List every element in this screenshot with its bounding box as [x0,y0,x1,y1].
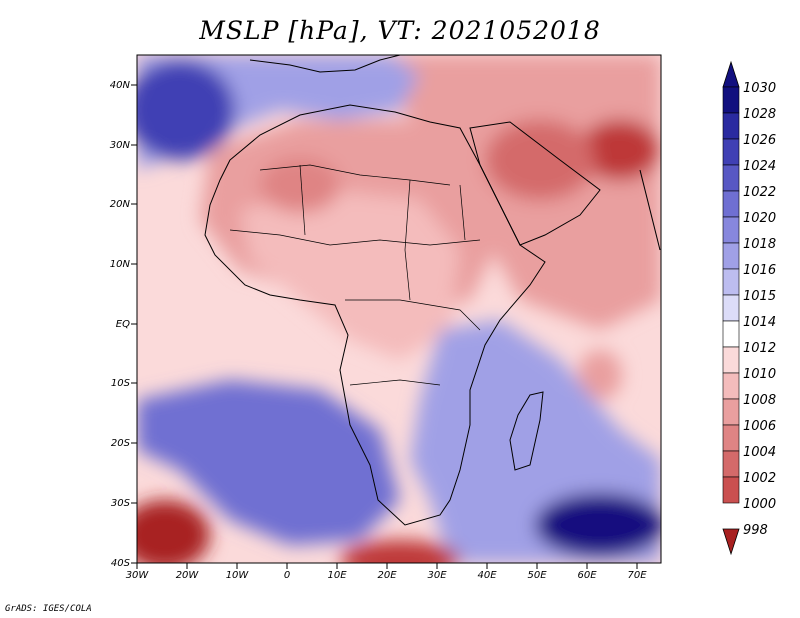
colorbar-swatch [722,112,740,140]
colorbar: 1030 1028 1026 1024 1022 1020 1018 1016 … [722,60,776,556]
colorbar-label: 1024 [743,159,776,174]
y-tick-label: 20S [111,438,131,449]
x-tick-label: 0 [284,570,290,581]
europe-coastline [249,55,401,73]
field-south-atlantic-high [137,380,400,545]
colorbar-top-arrow [722,60,740,88]
colorbar-swatch [722,216,740,244]
field-cape-low [340,540,460,563]
arabia-coastline [469,121,601,246]
border-sahel [229,229,481,246]
x-tick-label: 60E [577,570,597,581]
colorbar-label: 1028 [743,107,776,122]
colorbar-swatch [722,346,740,374]
colorbar-swatch [722,320,740,348]
field-southwest-low [137,500,210,563]
x-tick-label: 40E [477,570,497,581]
colorbar-swatch [722,164,740,192]
colorbar-swatch [722,268,740,296]
field-sahel-low [260,157,340,213]
border-vertical-east [459,184,466,241]
colorbar-label: 1015 [743,289,776,304]
x-tick-label: 30W [126,570,150,581]
colorbar-label: 1008 [743,393,776,408]
coastlines [204,55,661,526]
colorbar-label: 1026 [743,133,776,148]
colorbar-swatch [722,372,740,400]
india-coastline [639,169,661,251]
colorbar-label: 1022 [743,185,776,200]
y-tick-label: 20N [110,199,131,210]
colorbar-swatch [722,450,740,478]
credit-text: GrADS: IGES/COLA [5,604,92,614]
field-atlantic-high [137,60,235,160]
plot-frame [136,54,662,564]
x-tick-label: 20W [176,570,200,581]
field-indian-ocean-high [535,493,661,557]
colorbar-label: 1002 [743,471,776,486]
y-tick-label: 30S [111,498,131,509]
field-mideast-low [485,120,595,200]
colorbar-label: 1030 [743,81,776,96]
y-axis: 40N 30N 20N 10N EQ 10S 20S 30S 40S [110,80,137,569]
y-tick-label: 30N [110,140,131,151]
field-indian-ocean-trough [578,350,622,400]
x-tick-label: 20E [377,570,397,581]
colorbar-swatch [722,398,740,426]
africa-coastline [204,104,546,526]
x-tick-label: 10W [226,570,250,581]
chart-title: MSLP [hPa], VT: 2021052018 [199,16,601,45]
y-tick-label: EQ [116,319,130,330]
x-tick-label: 30E [427,570,447,581]
border-north [259,164,451,186]
colorbar-swatch [722,424,740,452]
colorbar-label: 1006 [743,419,776,434]
x-tick-label: 50E [527,570,547,581]
field-central-africa [240,190,460,360]
y-tick-label: 10N [110,259,131,270]
colorbar-label: 1016 [743,263,776,278]
colorbar-label: 1020 [743,211,776,226]
colorbar-label: 1004 [743,445,776,460]
borders [229,164,481,386]
colorbar-swatch [722,138,740,166]
colorbar-swatch [722,86,740,114]
colorbar-swatch [722,294,740,322]
colorbar-label: 998 [743,523,768,538]
colorbar-swatch [722,476,740,504]
colorbar-label: 1010 [743,367,776,382]
colorbar-swatch [722,242,740,270]
y-tick-label: 10S [111,378,131,389]
y-tick-label: 40S [111,558,131,569]
colorbar-label: 1014 [743,315,776,330]
x-tick-label: 10E [327,570,347,581]
border-south [349,379,441,386]
colorbar-swatch [722,190,740,218]
x-tick-label: 70E [627,570,647,581]
pressure-field [137,55,661,563]
y-tick-label: 40N [110,80,131,91]
border-central [345,299,481,331]
colorbar-label: 1000 [743,497,776,512]
border-vertical-center [404,179,411,301]
x-axis: 30W 20W 10W 0 10E 20E 30E 40E 50E 60E 70… [126,563,647,581]
field-iran-low [580,120,660,180]
border-vertical-west [299,164,306,236]
madagascar-coastline [509,391,544,471]
colorbar-label: 1018 [743,237,776,252]
colorbar-bottom-arrow [722,528,740,556]
colorbar-label: 1012 [743,341,776,356]
